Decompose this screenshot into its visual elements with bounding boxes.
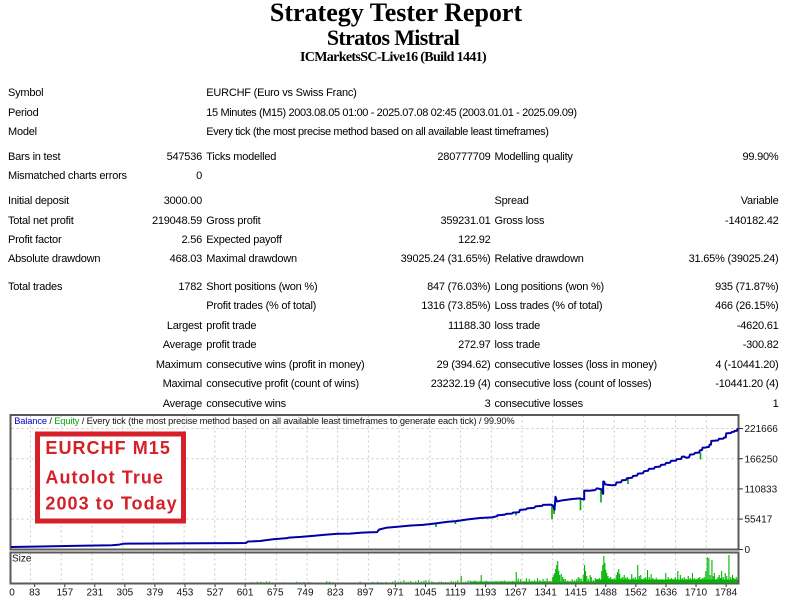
svg-text:453: 453 bbox=[177, 587, 194, 598]
svg-text:305: 305 bbox=[117, 587, 134, 598]
svg-text:1119: 1119 bbox=[445, 587, 466, 598]
svg-text:1267: 1267 bbox=[505, 587, 528, 598]
svg-text:83: 83 bbox=[29, 587, 41, 598]
svg-text:1488: 1488 bbox=[595, 587, 618, 598]
svg-text:1193: 1193 bbox=[475, 587, 497, 598]
svg-text:1562: 1562 bbox=[625, 587, 648, 598]
svg-text:Size: Size bbox=[12, 554, 32, 565]
svg-text:823: 823 bbox=[327, 587, 344, 598]
svg-text:157: 157 bbox=[56, 587, 73, 598]
svg-text:1045: 1045 bbox=[414, 587, 437, 598]
svg-text:0: 0 bbox=[745, 545, 751, 556]
svg-text:166250: 166250 bbox=[745, 454, 779, 465]
svg-text:2003 to Today: 2003 to Today bbox=[45, 494, 177, 514]
svg-text:231: 231 bbox=[86, 587, 103, 598]
svg-text:601: 601 bbox=[237, 587, 254, 598]
svg-text:Autolot True: Autolot True bbox=[45, 468, 164, 488]
svg-text:1415: 1415 bbox=[565, 587, 588, 598]
svg-text:110833: 110833 bbox=[745, 485, 778, 496]
svg-text:897: 897 bbox=[357, 587, 374, 598]
svg-text:1341: 1341 bbox=[535, 587, 558, 598]
svg-text:1710: 1710 bbox=[685, 587, 708, 598]
svg-text:971: 971 bbox=[387, 587, 404, 598]
svg-text:Balance / Equity / Every tick: Balance / Equity / Every tick (the most … bbox=[14, 416, 514, 426]
svg-text:221666: 221666 bbox=[745, 424, 779, 435]
svg-text:1636: 1636 bbox=[655, 587, 678, 598]
svg-text:55417: 55417 bbox=[745, 515, 773, 526]
svg-text:749: 749 bbox=[297, 587, 314, 598]
svg-text:EURCHF M15: EURCHF M15 bbox=[45, 438, 171, 458]
svg-text:0: 0 bbox=[9, 587, 15, 598]
svg-text:1784: 1784 bbox=[715, 587, 738, 598]
svg-text:379: 379 bbox=[147, 587, 164, 598]
svg-text:675: 675 bbox=[267, 587, 284, 598]
svg-text:527: 527 bbox=[207, 587, 224, 598]
